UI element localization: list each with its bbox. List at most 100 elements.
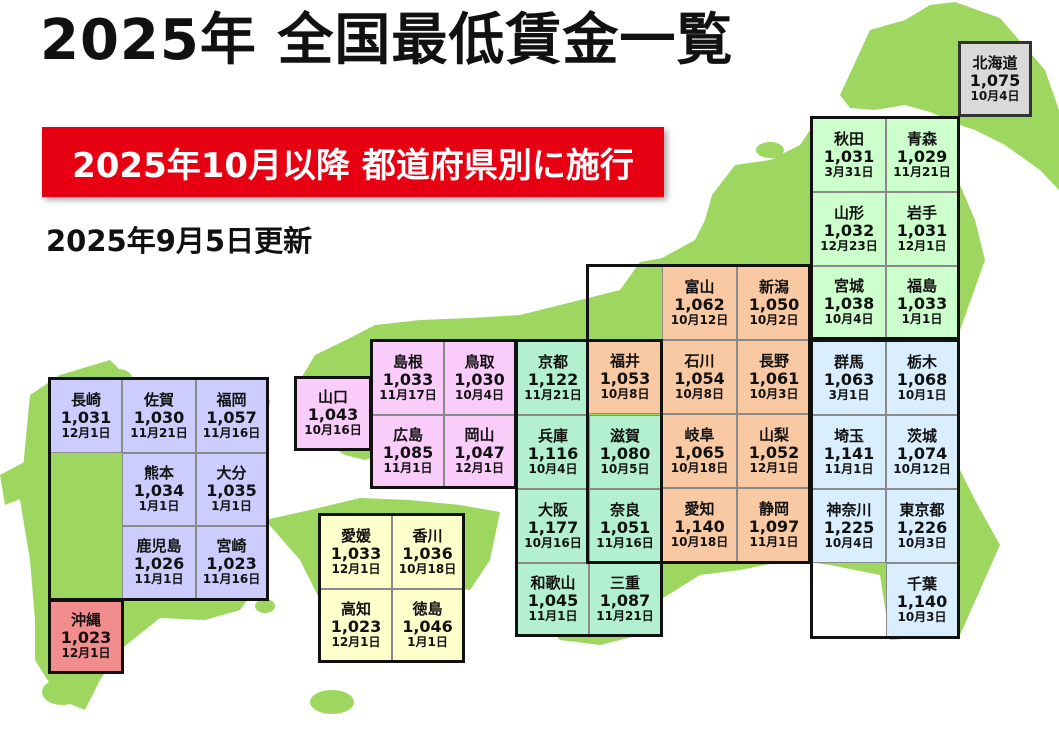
wage-value: 1,051 bbox=[599, 517, 651, 537]
page-title: 2025年 全国最低賃金一覧 bbox=[40, 8, 734, 73]
wage-value: 1,030 bbox=[454, 369, 505, 389]
prefecture-name: 群馬 bbox=[833, 352, 864, 371]
effective-date: 10月4日 bbox=[970, 88, 1020, 103]
wage-value: 1,065 bbox=[674, 442, 725, 462]
prefecture-kochi: 高知 1,023 12月1日 bbox=[320, 589, 392, 661]
effective-date: 10月1日 bbox=[897, 387, 947, 402]
effective-date: 1月1日 bbox=[211, 499, 252, 514]
effective-date: 10月16日 bbox=[304, 423, 362, 438]
effective-date: 3月1日 bbox=[828, 387, 870, 402]
wage-value: 1,177 bbox=[527, 517, 579, 537]
wage-value: 1,141 bbox=[823, 443, 875, 463]
effective-date: 10月4日 bbox=[528, 461, 578, 476]
prefecture-name: 宮崎 bbox=[216, 537, 247, 556]
effective-date: 3月31日 bbox=[824, 164, 874, 179]
prefecture-name: 佐賀 bbox=[143, 390, 174, 409]
effective-date: 11月1日 bbox=[824, 461, 874, 476]
prefecture-saitama: 埼玉 1,141 11月1日 bbox=[812, 415, 886, 489]
effective-date: 10月18日 bbox=[670, 460, 729, 475]
prefecture-oita: 大分 1,035 1月1日 bbox=[196, 453, 267, 526]
effective-date: 11月1日 bbox=[528, 608, 578, 623]
wage-value: 1,226 bbox=[896, 517, 948, 537]
prefecture-nara: 奈良 1,051 11月16日 bbox=[589, 489, 661, 563]
prefecture-name: 愛知 bbox=[684, 499, 715, 518]
prefecture-kanagawa: 神奈川 1,225 10月4日 bbox=[812, 489, 886, 563]
prefecture-name: 東京都 bbox=[899, 500, 945, 519]
wage-value: 1,029 bbox=[896, 146, 948, 166]
effective-date: 12月1日 bbox=[331, 561, 381, 576]
wage-value: 1,033 bbox=[330, 543, 382, 563]
prefecture-nagasaki: 長崎 1,031 12月1日 bbox=[50, 379, 122, 453]
effective-date: 10月12日 bbox=[893, 461, 951, 476]
wage-value: 1,023 bbox=[330, 616, 382, 636]
effective-date: 10月8日 bbox=[674, 386, 725, 401]
wage-value: 1,046 bbox=[402, 616, 453, 636]
wage-value: 1,057 bbox=[206, 407, 257, 427]
prefecture-iwate: 岩手 1,031 12月1日 bbox=[886, 192, 958, 266]
prefecture-shizuoka: 静岡 1,097 11月1日 bbox=[737, 488, 811, 562]
wage-value: 1,045 bbox=[527, 590, 579, 610]
prefecture-name: 鹿児島 bbox=[136, 537, 182, 556]
prefecture-name: 大分 bbox=[216, 464, 247, 483]
prefecture-name: 徳島 bbox=[412, 599, 443, 618]
prefecture-saga: 佐賀 1,030 11月21日 bbox=[122, 379, 196, 453]
effective-date: 11月21日 bbox=[893, 164, 951, 179]
prefecture-tokushima: 徳島 1,046 1月1日 bbox=[392, 589, 463, 661]
wage-value: 1,140 bbox=[896, 591, 948, 611]
wage-value: 1,035 bbox=[206, 481, 257, 501]
prefecture-name: 北海道 bbox=[972, 53, 1018, 72]
effective-date: 12月23日 bbox=[820, 238, 878, 253]
prefecture-name: 鳥取 bbox=[464, 352, 495, 371]
prefecture-yamagata: 山形 1,032 12月23日 bbox=[812, 192, 886, 266]
prefecture-fukushima: 福島 1,033 1月1日 bbox=[886, 266, 958, 339]
updated-date: 2025年9月5日更新 bbox=[46, 224, 313, 258]
prefecture-ibaraki: 茨城 1,074 10月12日 bbox=[886, 415, 958, 489]
wage-value: 1,052 bbox=[748, 442, 800, 462]
wage-value: 1,031 bbox=[823, 146, 875, 166]
wage-value: 1,116 bbox=[527, 443, 579, 463]
prefecture-name: 香川 bbox=[412, 526, 443, 545]
prefecture-name: 沖縄 bbox=[70, 611, 101, 630]
prefecture-name: 千葉 bbox=[906, 574, 937, 593]
effective-date: 11月21日 bbox=[524, 387, 582, 402]
prefecture-nagano: 長野 1,061 10月3日 bbox=[737, 340, 811, 414]
wage-value: 1,225 bbox=[823, 517, 875, 537]
effective-date: 12月1日 bbox=[897, 238, 947, 253]
prefecture-mie: 三重 1,087 11月21日 bbox=[589, 563, 661, 635]
prefecture-name: 兵庫 bbox=[537, 426, 568, 445]
wage-value: 1,074 bbox=[896, 443, 948, 463]
prefecture-name: 奈良 bbox=[609, 500, 640, 519]
effective-date: 10月3日 bbox=[749, 386, 799, 401]
prefecture-osaka: 大阪 1,177 10月16日 bbox=[517, 489, 589, 563]
wage-value: 1,047 bbox=[454, 442, 505, 462]
effective-date: 1月1日 bbox=[901, 312, 943, 327]
prefecture-name: 青森 bbox=[906, 129, 937, 148]
effective-date: 12月1日 bbox=[61, 425, 111, 440]
effective-date-banner: 2025年10月以降 都道府県別に施行 bbox=[42, 127, 664, 197]
prefecture-tochigi: 栃木 1,068 10月1日 bbox=[886, 341, 958, 415]
wage-value: 1,033 bbox=[896, 294, 948, 314]
prefecture-name: 岩手 bbox=[906, 203, 937, 222]
wage-value: 1,087 bbox=[599, 590, 651, 610]
wage-value: 1,043 bbox=[307, 405, 359, 425]
prefecture-toyama: 富山 1,062 10月12日 bbox=[662, 266, 737, 340]
prefecture-shiga: 滋賀 1,080 10月5日 bbox=[589, 415, 661, 489]
prefecture-name: 石川 bbox=[684, 351, 715, 370]
prefecture-name: 茨城 bbox=[906, 426, 937, 445]
effective-date: 10月3日 bbox=[897, 535, 947, 550]
wage-value: 1,140 bbox=[674, 516, 725, 536]
prefecture-akita: 秋田 1,031 3月31日 bbox=[812, 118, 886, 192]
prefecture-name: 宮城 bbox=[833, 277, 864, 296]
effective-date: 12月1日 bbox=[61, 646, 111, 661]
wage-value: 1,075 bbox=[969, 70, 1021, 90]
prefecture-name: 福島 bbox=[906, 277, 937, 296]
effective-date: 10月4日 bbox=[824, 312, 874, 327]
effective-date: 10月18日 bbox=[670, 534, 729, 549]
prefecture-name: 広島 bbox=[392, 425, 423, 444]
effective-date: 10月5日 bbox=[600, 461, 650, 476]
wage-value: 1,023 bbox=[60, 628, 112, 648]
prefecture-hiroshima: 広島 1,085 11月1日 bbox=[372, 415, 444, 487]
prefecture-kyoto: 京都 1,122 11月21日 bbox=[517, 341, 589, 415]
prefecture-shimane: 島根 1,033 11月17日 bbox=[372, 341, 444, 415]
prefecture-wakayama: 和歌山 1,045 11月1日 bbox=[517, 563, 589, 635]
